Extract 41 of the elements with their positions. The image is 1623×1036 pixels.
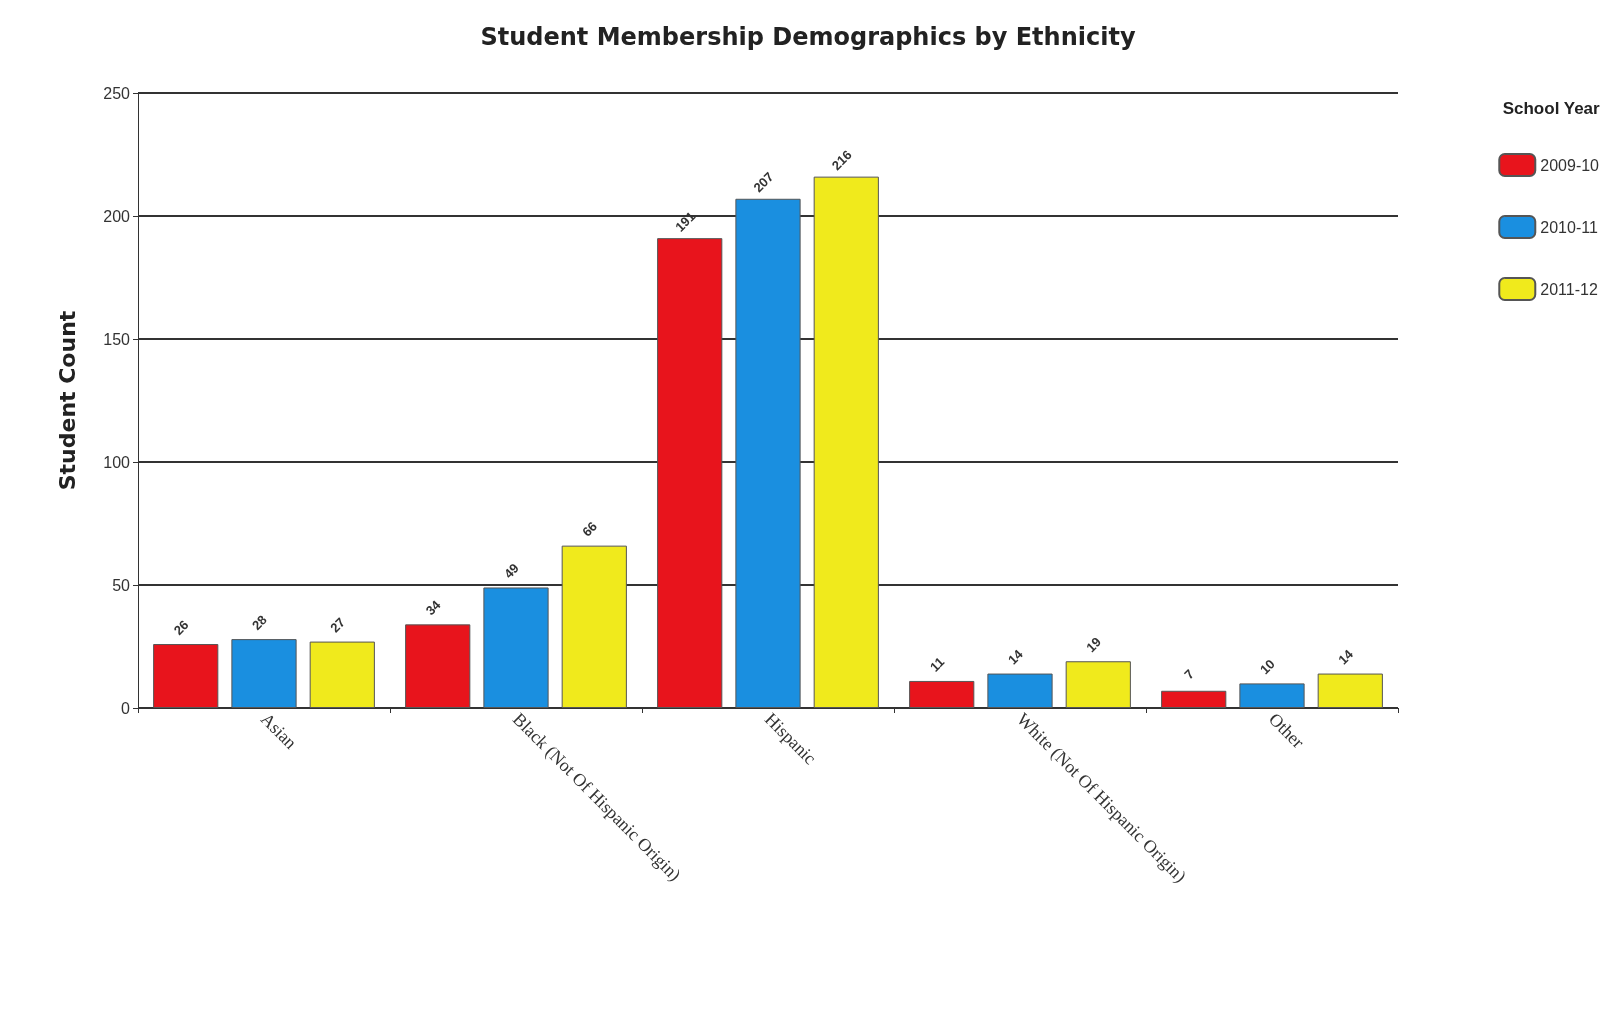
bar — [1317, 673, 1383, 708]
data-label: 14 — [1004, 646, 1027, 668]
bar — [735, 198, 801, 708]
chart-title: Student Membership Demographics by Ethnicity — [480, 23, 1136, 51]
data-label: 19 — [1083, 634, 1105, 656]
y-tick-label: 250 — [103, 84, 131, 102]
bar — [813, 176, 879, 708]
data-label: 7 — [1181, 666, 1197, 683]
bar — [405, 624, 471, 708]
legend-label: 2009-10 — [1540, 156, 1600, 174]
bar — [1065, 661, 1131, 708]
legend-title: School Year — [1502, 99, 1601, 118]
bar — [987, 673, 1053, 708]
bar — [309, 641, 375, 708]
data-label: 49 — [500, 560, 522, 582]
legend-label: 2010-11 — [1540, 218, 1598, 236]
data-label: 28 — [248, 612, 270, 633]
data-label: 34 — [422, 596, 445, 619]
bar — [231, 639, 297, 708]
data-label: 207 — [750, 169, 777, 196]
bar — [561, 545, 627, 708]
bar — [909, 680, 975, 708]
legend-label: 2011-12 — [1540, 280, 1598, 298]
data-label: 14 — [1335, 646, 1357, 668]
y-tick-label: 150 — [103, 330, 131, 348]
y-axis-title: Student Count — [54, 310, 80, 491]
y-tick-label: 200 — [103, 207, 131, 225]
bar — [657, 238, 723, 708]
y-tick-label: 0 — [121, 699, 131, 717]
bar — [1161, 690, 1227, 708]
data-label: 10 — [1256, 656, 1278, 678]
data-label: 216 — [828, 147, 855, 174]
bar — [1239, 683, 1305, 708]
data-label: 26 — [170, 617, 192, 638]
data-label: 66 — [579, 518, 601, 540]
y-tick-label: 100 — [103, 453, 131, 471]
bar — [483, 587, 549, 708]
data-label: 11 — [926, 654, 948, 675]
data-label: 27 — [327, 614, 349, 636]
y-tick-label: 50 — [112, 576, 131, 594]
bar — [153, 644, 219, 708]
